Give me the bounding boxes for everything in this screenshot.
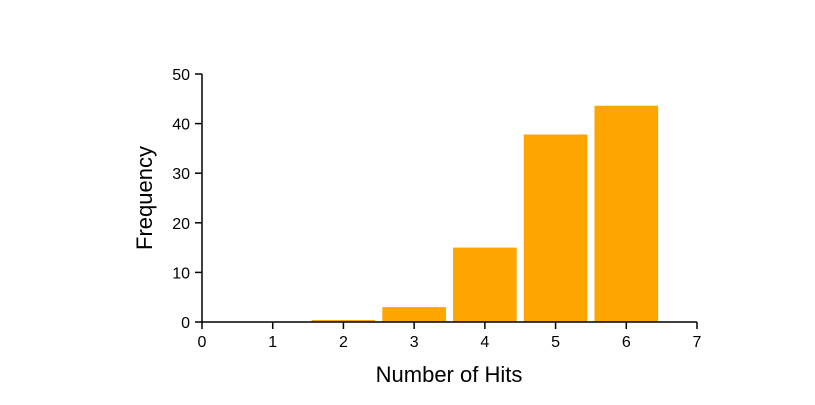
bar-2	[311, 320, 376, 322]
y-tick-label: 50	[172, 67, 190, 84]
y-tick-label: 0	[181, 315, 190, 332]
y-tick-label: 30	[172, 166, 190, 183]
x-tick-label: 3	[410, 334, 419, 351]
bar-6	[594, 105, 659, 322]
x-ticks-layer: 0 1 2 3 4 5 6 7	[198, 322, 702, 351]
axes-layer	[201, 74, 697, 323]
bar-3	[382, 307, 446, 322]
x-tick-label: 1	[268, 334, 277, 351]
x-tick-label: 0	[198, 334, 207, 351]
x-tick-label: 7	[693, 334, 702, 351]
bar-4	[453, 247, 517, 322]
bars-layer	[311, 105, 659, 322]
x-tick-label: 6	[622, 334, 631, 351]
y-axis-label: Frequency	[132, 146, 157, 250]
y-ticks-layer: 0 10 20 30 40 50	[172, 67, 202, 332]
bar-5	[523, 134, 588, 322]
y-tick-label: 40	[172, 117, 190, 134]
y-tick-label: 20	[172, 216, 190, 233]
x-tick-label: 2	[339, 334, 348, 351]
y-tick-label: 10	[172, 265, 190, 282]
x-axis-label: Number of Hits	[376, 362, 523, 387]
x-tick-label: 4	[480, 334, 489, 351]
x-tick-label: 5	[551, 334, 560, 351]
